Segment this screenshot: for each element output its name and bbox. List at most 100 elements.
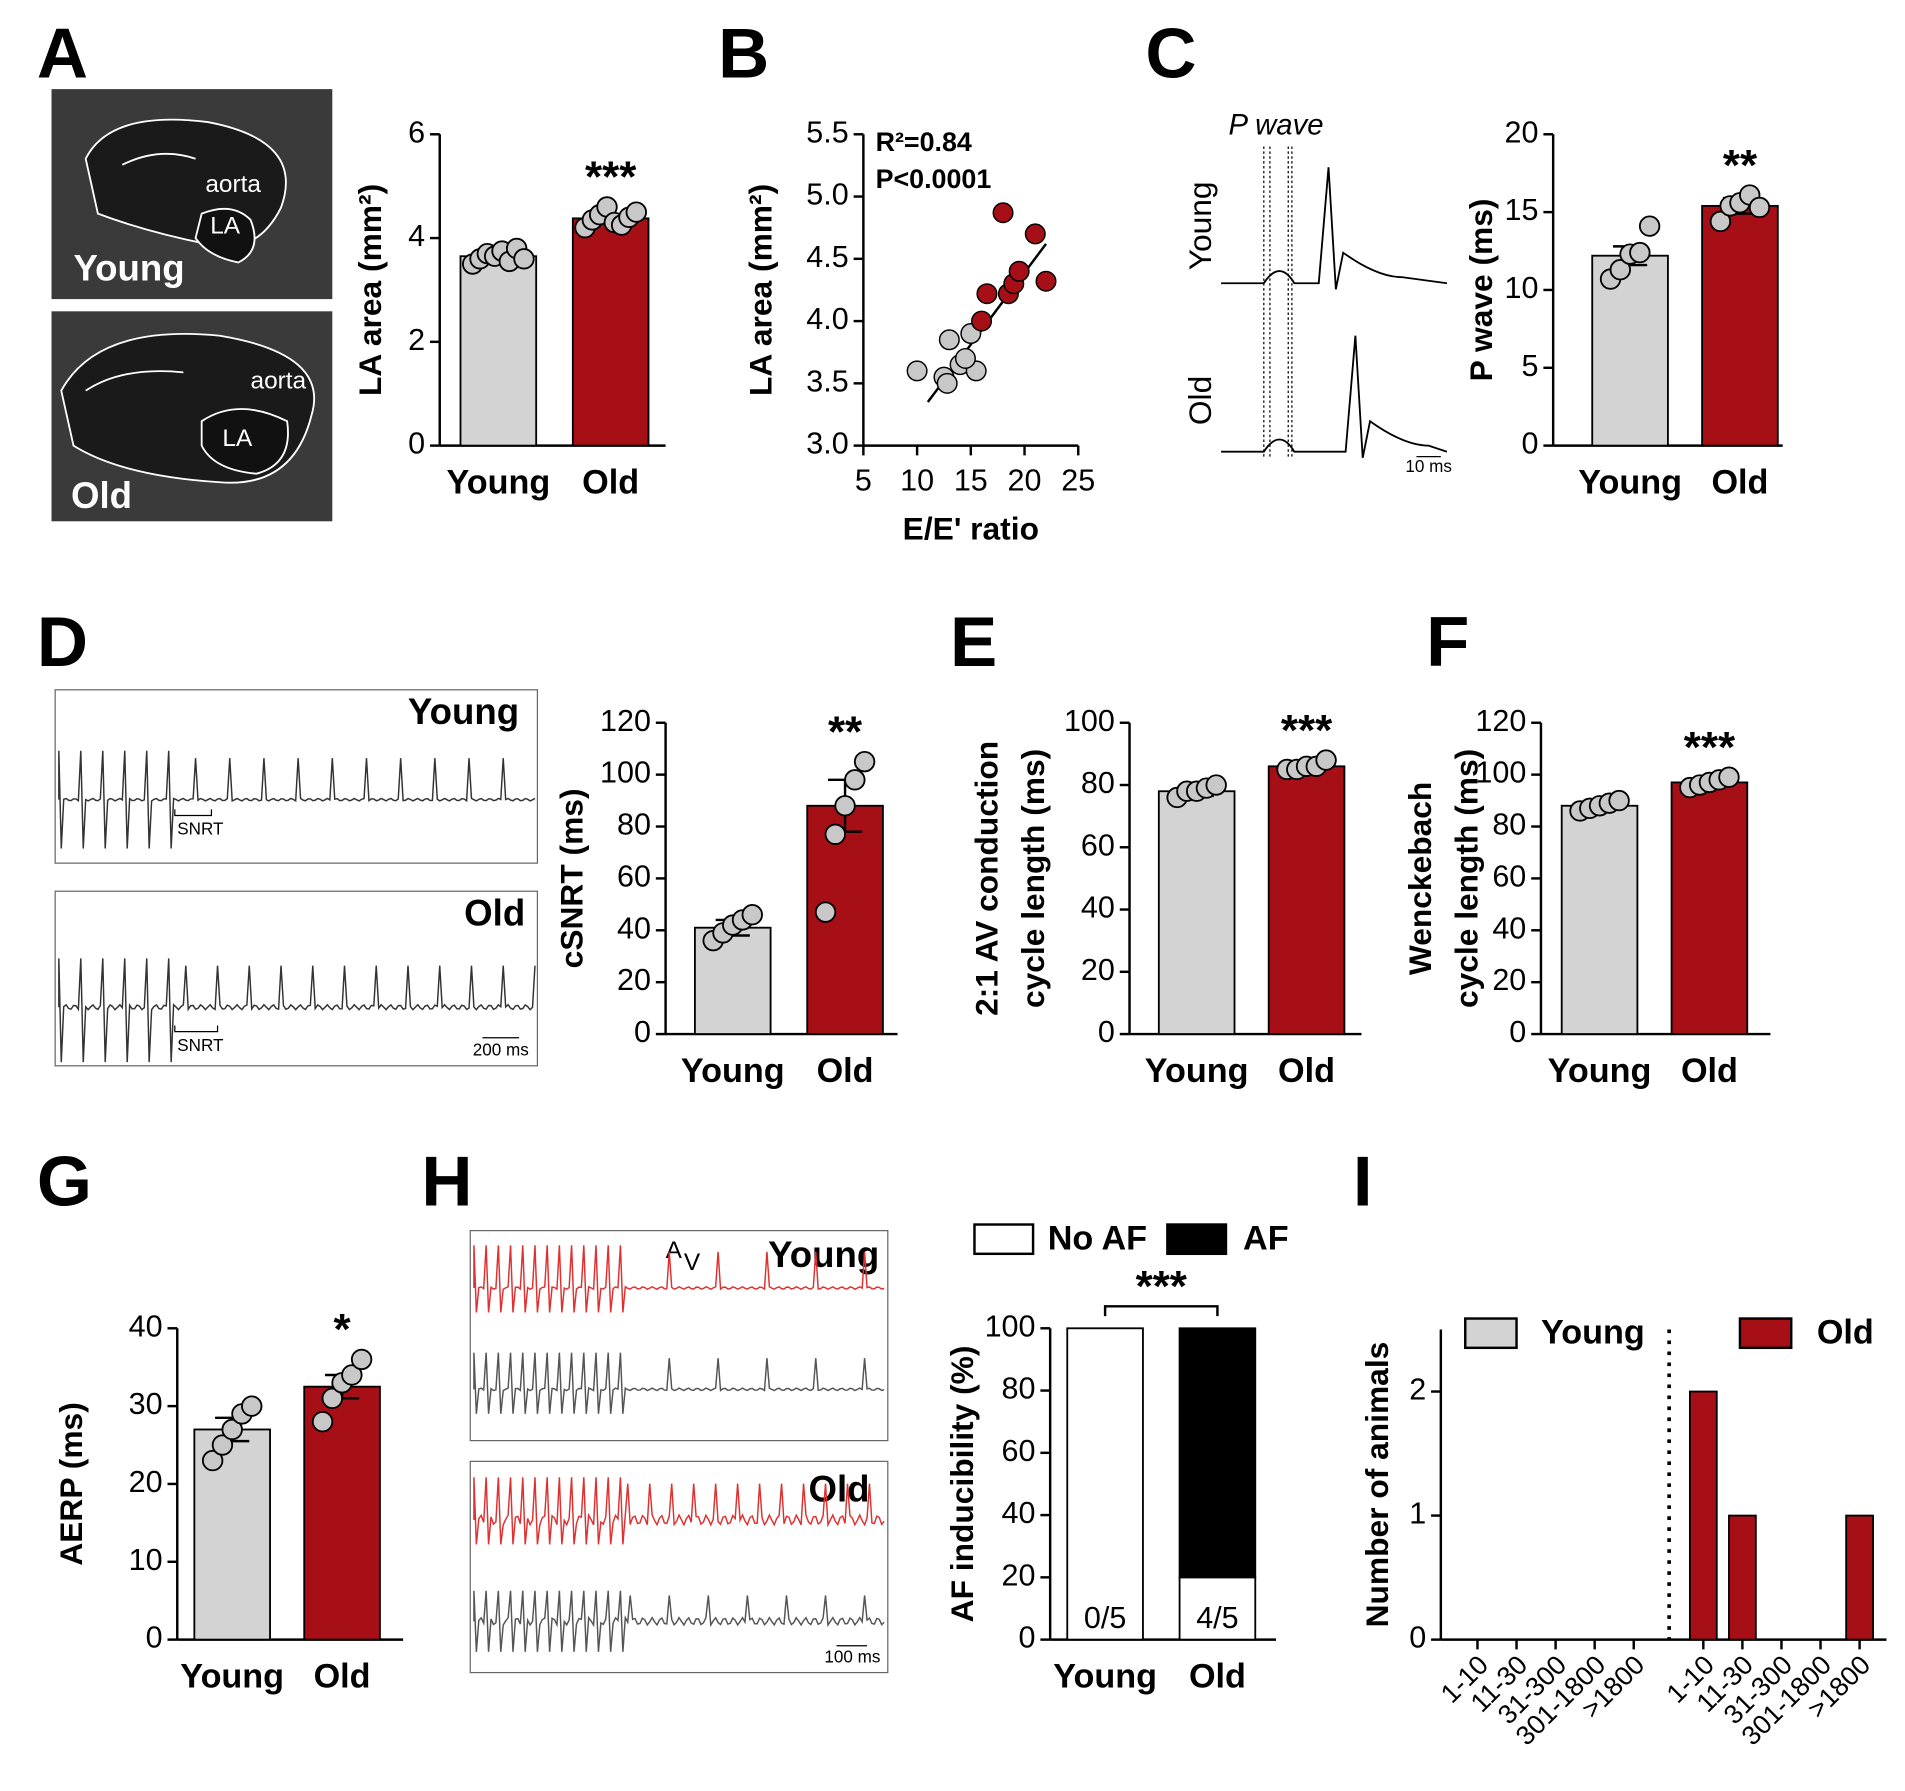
y-axis-label: Wenckebach <box>1402 782 1438 975</box>
y-tick-label: 10 <box>1505 271 1539 305</box>
legend-label: No AF <box>1048 1219 1147 1257</box>
outline <box>194 207 256 264</box>
y-tick-label: 4.0 <box>806 302 848 336</box>
significance: *** <box>1136 1262 1188 1311</box>
bar <box>1267 765 1346 1035</box>
y-axis-label: Number of animals <box>1359 1342 1395 1628</box>
legend-label: Old <box>1817 1313 1874 1351</box>
y-tick-label: 0 <box>1409 1621 1426 1655</box>
data-point <box>1008 260 1030 282</box>
y-tick-label: 5.0 <box>806 178 848 212</box>
x-tick-label: Young <box>1145 1052 1249 1090</box>
data-point <box>1748 196 1771 219</box>
bar <box>1845 1514 1874 1641</box>
y-tick-label: 3.5 <box>806 364 848 398</box>
data-point <box>311 1411 334 1433</box>
y-tick-label: 5 <box>1522 349 1539 383</box>
legend-swatch <box>973 1223 1035 1256</box>
image-label: aorta <box>205 171 261 198</box>
trace <box>1221 167 1448 290</box>
significance: *** <box>1684 723 1736 772</box>
trace-label: Old <box>1182 376 1218 425</box>
trace <box>1221 335 1448 459</box>
image-label: LA <box>222 425 253 452</box>
x-tick-label: Old <box>1278 1052 1335 1090</box>
y-tick-label: 0 <box>146 1621 163 1655</box>
x-tick-label: Old <box>582 464 639 502</box>
y-axis-label: cycle length (ms) <box>1015 749 1051 1008</box>
y-axis-label: 2:1 AV conduction <box>969 741 1005 1016</box>
scale-label: 100 ms <box>824 1647 880 1666</box>
y-tick-label: 6 <box>408 115 425 149</box>
outline <box>121 152 196 166</box>
y-tick-label: 40 <box>1002 1496 1036 1530</box>
significance-bracket <box>1103 1305 1219 1317</box>
image-label: Young <box>73 248 184 289</box>
x-tick-label: 20 <box>1008 463 1042 497</box>
y-tick-label: 80 <box>1492 808 1526 842</box>
data-point <box>936 372 958 394</box>
data-point <box>625 201 647 223</box>
data-point <box>1608 789 1630 812</box>
y-axis-label: AF inducibility (%) <box>944 1346 980 1623</box>
y-tick-label: 0 <box>1098 1015 1115 1049</box>
trace <box>58 750 536 849</box>
panel-label: E <box>950 603 997 682</box>
y-axis-label: P wave (ms) <box>1463 199 1499 382</box>
bar <box>1157 790 1236 1035</box>
data-point <box>341 1364 363 1386</box>
y-tick-label: 30 <box>129 1387 163 1421</box>
y-tick-label: 0 <box>408 427 425 461</box>
y-tick-label: 40 <box>1081 891 1115 925</box>
y-tick-label: 0 <box>634 1015 651 1049</box>
panel-label: I <box>1353 1142 1373 1221</box>
trace-box <box>469 1230 889 1442</box>
y-tick-label: 0 <box>1019 1621 1036 1655</box>
bar <box>459 255 538 447</box>
y-axis-label: cycle length (ms) <box>1448 749 1484 1008</box>
y-axis-label: LA area (mm²) <box>352 184 388 396</box>
data-point <box>1718 766 1740 788</box>
bar <box>1701 204 1779 447</box>
data-point <box>513 248 535 270</box>
y-axis-label: AERP (ms) <box>53 1402 89 1565</box>
y-tick-label: 100 <box>985 1309 1036 1343</box>
p-wave-traces: P wave Young Old 10 ms <box>1182 109 1452 476</box>
significance: *** <box>1281 706 1333 755</box>
data-point <box>321 1387 343 1410</box>
x-axis-label: E/E' ratio <box>903 510 1039 546</box>
x-tick-label: 10 <box>900 463 934 497</box>
x-tick-label: Young <box>180 1658 284 1696</box>
bar <box>1560 804 1639 1035</box>
y-tick-label: 20 <box>1002 1558 1036 1592</box>
bar <box>1728 1514 1757 1641</box>
panel-label: A <box>37 14 88 93</box>
ultrasound-old: aorta LA Old <box>51 311 333 522</box>
data-point <box>906 360 928 382</box>
x-tick-label: Young <box>446 464 550 502</box>
x-tick-label: 5 <box>855 463 872 497</box>
data-point <box>1024 223 1046 245</box>
x-tick-label: Old <box>1711 464 1768 502</box>
trace-label: Young <box>1182 181 1218 270</box>
y-tick-label: 100 <box>1475 756 1526 790</box>
y-tick-label: 60 <box>617 859 651 893</box>
y-tick-label: 80 <box>617 808 651 842</box>
data-point <box>1629 241 1651 264</box>
x-tick-label: Old <box>314 1658 371 1696</box>
panel-labels: A B C D E F G H I <box>37 14 1470 1221</box>
data-point <box>971 310 993 332</box>
bracket <box>174 809 213 817</box>
y-tick-label: 20 <box>129 1465 163 1499</box>
panel-label: B <box>718 14 769 93</box>
scale-label: 10 ms <box>1405 457 1452 476</box>
panel-label: D <box>37 603 88 682</box>
trace-box <box>469 1460 889 1674</box>
y-tick-label: 40 <box>129 1309 163 1343</box>
legend-label: AF <box>1243 1219 1289 1257</box>
data-point <box>1638 215 1661 237</box>
trace <box>473 1477 885 1545</box>
panel-label: G <box>37 1142 92 1221</box>
trace <box>473 1590 885 1652</box>
